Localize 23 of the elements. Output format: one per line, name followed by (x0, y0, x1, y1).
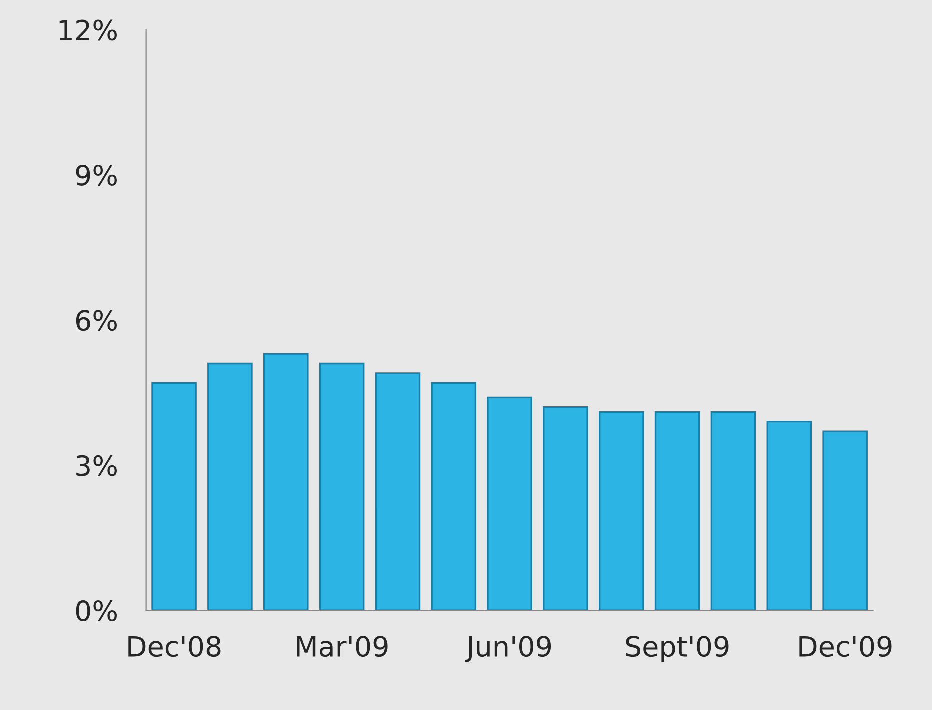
bar (375, 372, 421, 611)
bar (766, 421, 812, 611)
bar (152, 382, 197, 611)
bar (431, 382, 477, 611)
bar (599, 411, 644, 611)
bar (822, 430, 868, 611)
y-tick-label: 9% (76, 164, 118, 186)
bar (710, 411, 756, 611)
x-tick-label: Jun'09 (465, 636, 552, 662)
y-tick-label: 12% (60, 20, 118, 41)
x-tick-label: Dec'09 (800, 636, 892, 658)
y-tick-label: 0% (76, 600, 118, 622)
x-tick-label: Mar'09 (297, 636, 388, 658)
bar (654, 411, 700, 611)
bar (208, 362, 253, 611)
bar (487, 396, 532, 611)
y-tick-label: 6% (76, 310, 118, 332)
bar (319, 362, 365, 611)
x-tick-label: Dec'08 (128, 636, 221, 658)
y-tick-label: 3% (76, 455, 118, 476)
x-tick-label: Sept'09 (626, 636, 729, 662)
bar (263, 353, 309, 611)
bar (543, 406, 588, 611)
